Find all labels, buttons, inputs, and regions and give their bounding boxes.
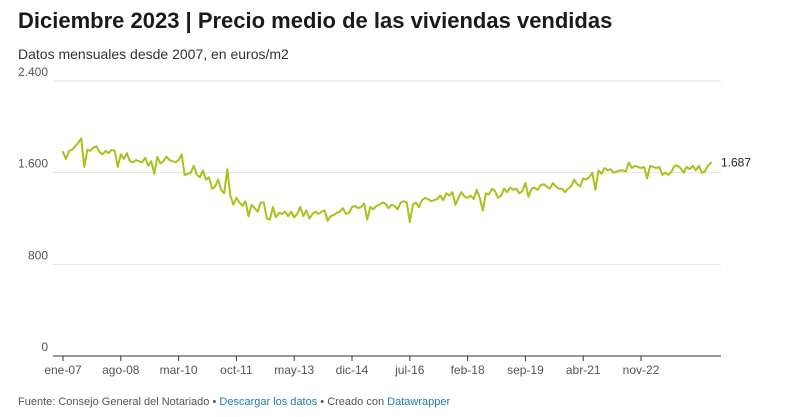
end-value-label: 1.687 (721, 156, 751, 170)
x-axis: ene-07 ago-08 mar-10 oct-11 may-13 dic-14 jul-… (44, 356, 660, 377)
source-text: Fuente: Consejo General del Notariado (18, 396, 210, 408)
x-tick-label: ago-08 (102, 363, 140, 377)
y-tick-label: 800 (28, 248, 48, 262)
line-chart: 0 800 1.600 2.400 ene-07 ago-08 mar-10 oct-11 m… (18, 65, 751, 377)
x-tick-label: may-13 (274, 363, 314, 377)
y-tick-label: 0 (41, 340, 48, 354)
chart-title: Diciembre 2023 | Precio medio de las viv… (18, 8, 613, 33)
footer-separator: • (212, 396, 217, 408)
x-tick-label: nov-22 (623, 363, 660, 377)
x-tick-label: mar-10 (160, 363, 198, 377)
footer-separator: • (320, 396, 325, 408)
grid-lines (53, 80, 721, 357)
download-data-link[interactable]: Descargar los datos (219, 396, 318, 408)
x-tick-label: abr-21 (566, 363, 601, 377)
chart-footer: Fuente: Consejo General del Notariado • … (18, 396, 450, 408)
x-tick-label: ene-07 (44, 363, 82, 377)
x-tick-label: dic-14 (336, 363, 369, 377)
y-tick-label: 2.400 (18, 65, 48, 79)
x-tick-label: jul-16 (394, 363, 425, 377)
chart-subtitle: Datos mensuales desde 2007, en euros/m2 (18, 46, 289, 62)
x-tick-label: feb-18 (451, 363, 485, 377)
y-axis: 0 800 1.600 2.400 (18, 65, 48, 354)
y-tick-label: 1.600 (18, 157, 48, 171)
x-tick-label: sep-19 (507, 363, 544, 377)
series-line-precio-medio (62, 137, 712, 223)
created-with-text: Creado con (327, 396, 385, 408)
datawrapper-link[interactable]: Datawrapper (387, 396, 451, 408)
x-tick-label: oct-11 (220, 363, 253, 377)
